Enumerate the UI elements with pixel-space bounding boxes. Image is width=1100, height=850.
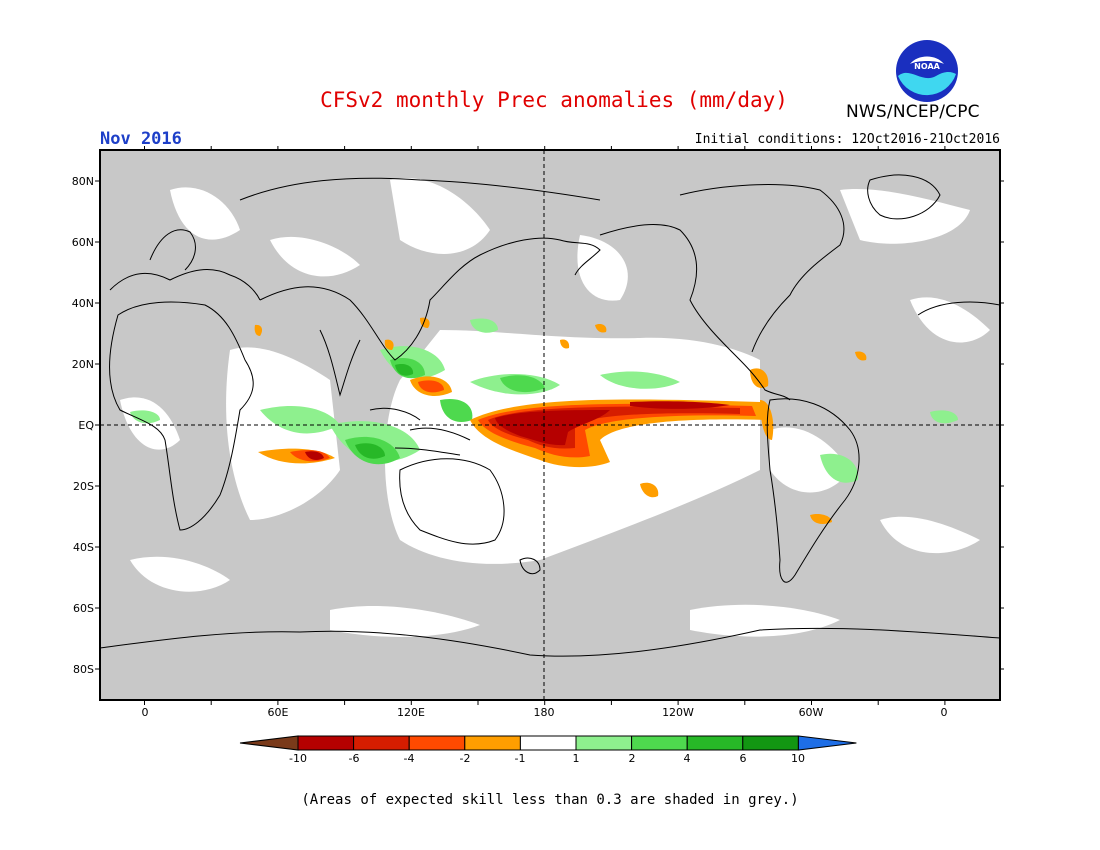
colorbar-label: -1 xyxy=(514,752,526,765)
colorbar-swatch xyxy=(297,735,355,751)
skill-footnote: (Areas of expected skill less than 0.3 a… xyxy=(301,792,799,808)
noaa-logo-text: NOAA xyxy=(914,62,940,71)
colorbar-label: 2 xyxy=(628,752,636,765)
forecast-month: Nov 2016 xyxy=(100,129,182,149)
lon-label-120w: 120W xyxy=(662,706,694,719)
chart-title: CFSv2 monthly Prec anomalies (mm/day) xyxy=(320,88,788,112)
lon-label-60e: 60E xyxy=(267,706,289,719)
colorbar-swatch xyxy=(797,735,857,751)
colorbar-swatch xyxy=(353,735,410,751)
agency-label: NWS/NCEP/CPC xyxy=(846,102,980,122)
colorbar-swatch xyxy=(742,735,799,751)
lon-label-0-east: 0 xyxy=(940,706,948,719)
lat-label-60s: 60S xyxy=(73,602,94,615)
colorbar-label: 4 xyxy=(683,752,691,765)
lat-label-20n: 20N xyxy=(71,358,94,371)
colorbar-swatch xyxy=(575,735,633,751)
colorbar-label: -4 xyxy=(403,752,415,765)
colorbar-swatch xyxy=(519,735,577,751)
lat-label-40s: 40S xyxy=(73,541,94,554)
lat-label-80s: 80S xyxy=(73,663,94,676)
initial-conditions: Initial conditions: 12Oct2016-21Oct2016 xyxy=(694,132,1000,147)
coastlines xyxy=(100,174,1000,657)
lat-label-80n: 80N xyxy=(71,175,94,188)
colorbar xyxy=(239,735,857,751)
colorbar-label: 6 xyxy=(739,752,747,765)
colorbar-label: -6 xyxy=(348,752,360,765)
colorbar-label: 10 xyxy=(791,752,805,765)
lat-label-20s: 20S xyxy=(73,480,94,493)
wet-anomaly-layer xyxy=(130,318,958,483)
lat-label-60n: 60N xyxy=(71,236,94,249)
colorbar-swatch xyxy=(239,735,299,751)
colorbar-swatch xyxy=(464,735,521,751)
lon-label-180: 180 xyxy=(533,706,555,719)
skilled-region-layer xyxy=(120,178,990,637)
colorbar-label: -10 xyxy=(289,752,307,765)
colorbar-label: -2 xyxy=(459,752,471,765)
lat-label-40n: 40N xyxy=(71,297,94,310)
axis-ticks xyxy=(95,146,1004,705)
lon-label-120e: 120E xyxy=(397,706,425,719)
lat-label-eq: EQ xyxy=(78,419,94,432)
colorbar-swatch xyxy=(686,735,744,751)
colorbar-swatch xyxy=(631,735,688,751)
lon-label-0-west: 0 xyxy=(141,706,149,719)
colorbar-label: 1 xyxy=(572,752,580,765)
colorbar-swatch xyxy=(408,735,466,751)
lon-label-60w: 60W xyxy=(798,706,824,719)
noaa-logo: NOAA xyxy=(896,40,958,102)
